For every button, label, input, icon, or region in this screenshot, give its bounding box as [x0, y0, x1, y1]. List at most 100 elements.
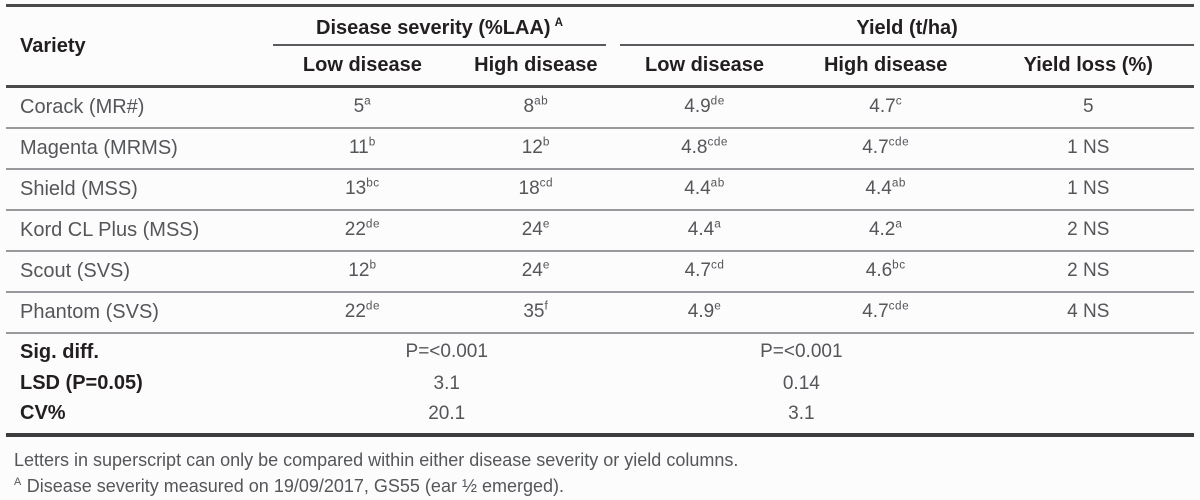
variety-cell: Shield (MSS)	[6, 168, 274, 211]
group-header-row: Variety Disease severity (%LAA) A Yield (…	[6, 5, 1194, 88]
cell-value: 4.8	[681, 137, 708, 158]
table-body: Corack (MR#) 5a 8ab 4.9de 4.7c 5 Magenta…	[6, 86, 1194, 437]
cell-superscript: bc	[892, 258, 906, 272]
cell-value: 12	[348, 260, 370, 281]
yield-loss-cell: 2 NS	[982, 250, 1194, 293]
cell-value: 4.4	[687, 219, 715, 240]
yield-loss-cell: 1 NS	[982, 168, 1194, 211]
cell-superscript: a	[895, 217, 903, 231]
variety-cell: Kord CL Plus (MSS)	[6, 209, 274, 252]
cell-superscript: cde	[707, 135, 728, 149]
sev-low-cell: 12b	[273, 250, 452, 293]
cell-value: 13	[345, 178, 367, 199]
yield-high-cell: 4.7cde	[788, 127, 983, 170]
sev-low-cell: 22de	[273, 209, 452, 252]
stat-row-cv: CV% 20.1 3.1	[6, 400, 1194, 437]
table-row-kord-cl-plus: Kord CL Plus (MSS) 22de 24e 4.4a 4.2a 2 …	[6, 209, 1194, 252]
cell-value: 4.6	[865, 260, 893, 281]
cell-value: 5	[353, 96, 365, 118]
stat-row-lsd: LSD (P=0.05) 3.1 0.14	[6, 367, 1194, 401]
footnote-text: Disease severity measured on 19/09/2017,…	[21, 475, 564, 496]
cell-superscript: bc	[366, 176, 380, 190]
cell-superscript: cde	[888, 299, 910, 313]
yield-high-cell: 4.6bc	[788, 250, 983, 293]
stat-yield-value: 3.1	[620, 400, 983, 437]
cell-superscript: cd	[539, 176, 554, 190]
yield-low-cell: 4.9e	[620, 291, 789, 334]
cell-value: 4.7	[684, 260, 711, 281]
cell-value: 4.7	[862, 137, 889, 158]
cell-superscript: ab	[534, 94, 549, 108]
stat-empty-cell	[983, 367, 1195, 401]
cell-superscript: e	[542, 258, 550, 272]
cell-superscript: cd	[711, 258, 725, 272]
stat-severity-value: 20.1	[273, 400, 621, 437]
variety-cell: Scout (SVS)	[6, 250, 274, 293]
cell-superscript: c	[895, 94, 903, 108]
table-row-shield: Shield (MSS) 13bc 18cd 4.4ab 4.4ab 1 NS	[6, 168, 1194, 211]
cell-value: 12	[521, 137, 543, 158]
yield-loss-cell: 5	[982, 86, 1194, 129]
sev-low-cell: 11b	[273, 127, 452, 170]
group-severity-text: Disease severity (%LAA)	[316, 16, 551, 39]
variety-cell: Corack (MR#)	[6, 86, 274, 129]
cell-superscript: b	[542, 135, 550, 149]
variety-cell: Phantom (SVS)	[6, 291, 274, 334]
group-header-disease-severity: Disease severity (%LAA) A	[273, 6, 620, 46]
yield-loss-cell: 2 NS	[982, 209, 1194, 252]
cell-value: 4.9	[684, 96, 711, 118]
table-row-magenta: Magenta (MRMS) 11b 12b 4.8cde 4.7cde 1 N…	[6, 127, 1194, 170]
stat-label: CV%	[6, 400, 274, 437]
cell-value: 4.7	[869, 96, 896, 118]
cell-superscript: e	[542, 217, 550, 231]
cell-value: 24	[521, 260, 543, 281]
cell-value: 4.2	[868, 219, 896, 240]
yield-low-cell: 4.7cd	[620, 250, 789, 293]
stat-label: Sig. diff.	[20, 340, 99, 363]
yield-high-cell: 4.7cde	[788, 291, 983, 334]
sev-low-cell: 13bc	[273, 168, 452, 211]
cell-superscript: cde	[888, 135, 910, 149]
cell-superscript: ab	[710, 176, 725, 190]
stat-severity-value: P=<0.001	[405, 341, 488, 362]
cell-value: 4.9	[687, 301, 715, 322]
cell-value: 35	[523, 301, 545, 322]
stat-label: LSD (P=0.05)	[20, 372, 143, 394]
cell-superscript: b	[369, 258, 377, 272]
cell-superscript: de	[365, 217, 380, 231]
table-row-corack: Corack (MR#) 5a 8ab 4.9de 4.7c 5	[6, 86, 1194, 129]
cell-value: 4.4	[865, 178, 892, 199]
cell-superscript: b	[368, 135, 376, 149]
sev-low-cell: 22de	[273, 291, 452, 334]
group-header-disease-severity-label: Disease severity (%LAA) A	[273, 16, 607, 46]
column-header-variety: Variety	[6, 5, 274, 88]
yield-loss-cell: 1 NS	[982, 127, 1194, 170]
yield-high-cell: 4.7c	[788, 86, 983, 129]
cell-value: 8	[523, 96, 535, 118]
footnote-compare-letters: Letters in superscript can only be compa…	[14, 449, 739, 470]
table-row-phantom: Phantom (SVS) 22de 35f 4.9e 4.7cde 4 NS	[6, 291, 1194, 334]
cell-superscript: ab	[891, 176, 906, 190]
sev-high-cell: 24e	[451, 209, 621, 252]
cell-value: 4.7	[862, 301, 889, 322]
cell-value: 24	[521, 219, 543, 240]
sev-high-cell: 18cd	[451, 168, 621, 211]
group-header-yield-label: Yield (t/ha)	[620, 17, 1194, 46]
cell-value: 22	[344, 219, 366, 240]
group-yield-text: Yield (t/ha)	[856, 16, 958, 39]
cell-superscript: de	[365, 299, 380, 313]
cell-value: 22	[344, 301, 366, 322]
table-footnotes: Letters in superscript can only be compa…	[6, 437, 1194, 499]
yield-loss-cell: 4 NS	[982, 291, 1194, 334]
stat-empty-cell	[982, 400, 1194, 437]
variety-disease-yield-table: Variety Disease severity (%LAA) A Yield (…	[6, 4, 1194, 437]
cell-superscript: e	[714, 299, 722, 313]
column-header-sev-low-disease: Low disease	[273, 45, 452, 88]
footnote-marker-A: A	[14, 475, 22, 488]
cell-value: 18	[518, 178, 540, 199]
cell-superscript: de	[710, 94, 725, 108]
sev-high-cell: 24e	[451, 250, 621, 293]
sev-high-cell: 8ab	[451, 86, 621, 129]
footnote-disease-severity-date: A Disease severity measured on 19/09/201…	[14, 473, 1186, 499]
